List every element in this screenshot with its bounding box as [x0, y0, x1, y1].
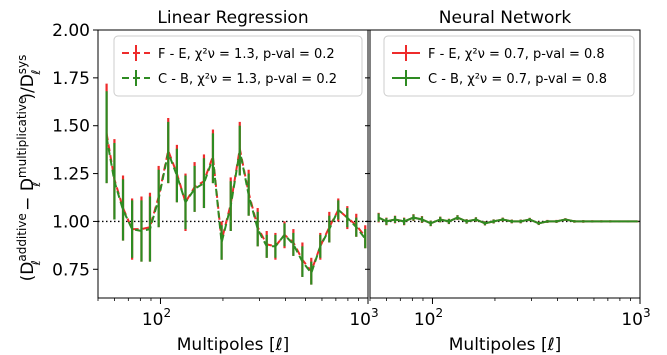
x-tick-label: 103 — [349, 306, 378, 330]
series-line — [105, 137, 367, 276]
x-axis-label: Multipoles [ℓ] — [177, 335, 289, 355]
series-line — [378, 216, 638, 225]
series-red — [377, 212, 639, 227]
y-tick-label: 2.00 — [52, 21, 90, 41]
legend-label: F - E, χ²ν = 0.7, p-val = 0.8 — [428, 47, 605, 62]
axes-frame — [369, 29, 641, 299]
x-tick-label: 102 — [142, 306, 171, 330]
legend: F - E, χ²ν = 1.3, p-val = 0.2 C - B, χ²ν … — [113, 35, 363, 97]
axes-frame — [97, 29, 369, 299]
series-green — [105, 91, 367, 285]
x-tick-label: 102 — [414, 306, 443, 330]
panel-1: Linear Regression Multipoles [ℓ] 0.75 1.00 1… — [52, 8, 379, 355]
legend-box — [383, 35, 635, 97]
chart-title: Neural Network — [439, 8, 572, 28]
x-tick-label: 103 — [621, 306, 650, 330]
chart-title: Linear Regression — [157, 8, 308, 28]
legend-box — [113, 35, 363, 97]
legend-label: C - B, χ²ν = 1.3, p-val = 0.2 — [158, 72, 337, 87]
y-tick-label: 1.50 — [52, 117, 90, 137]
y-tick-label: 1.00 — [52, 212, 90, 232]
y-tick-label: 0.75 — [52, 260, 90, 280]
legend: F - E, χ²ν = 0.7, p-val = 0.8 C - B, χ²ν … — [383, 35, 635, 97]
panel-2: Neural Network Multipoles [ℓ] 102 103 F - E,… — [365, 8, 651, 355]
series-green — [377, 213, 639, 227]
y-tick-label: 1.75 — [52, 69, 90, 89]
legend-label: F - E, χ²ν = 1.3, p-val = 0.2 — [158, 47, 335, 62]
series-line — [105, 133, 367, 274]
series-red — [105, 83, 367, 285]
y-tick-label: 1.25 — [52, 165, 90, 185]
y-axis-label: (Dadditiveℓ − Dmultiplicativeℓ)/Dsysℓ — [15, 55, 43, 282]
x-axis-label: Multipoles [ℓ] — [449, 335, 561, 355]
legend-label: C - B, χ²ν = 0.7, p-val = 0.8 — [428, 72, 607, 87]
